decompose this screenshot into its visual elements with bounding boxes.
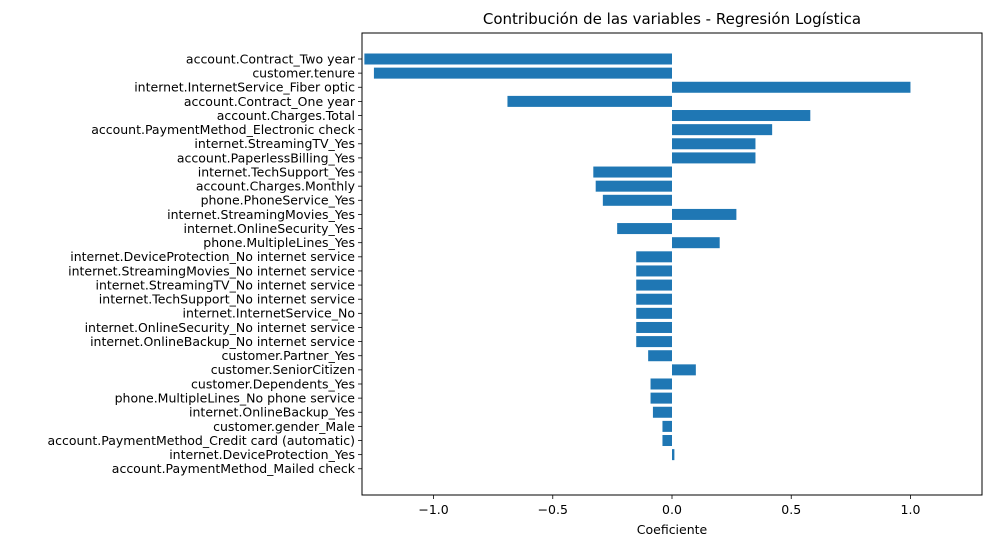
- bar-25: [652, 406, 672, 418]
- x-axis-label: Coeficiente: [637, 522, 708, 537]
- category-labels: account.Contract_Two yearcustomer.tenure…: [47, 51, 362, 476]
- bar-10: [602, 194, 672, 206]
- category-label: internet.StreamingMovies_Yes: [167, 207, 355, 222]
- bars: [364, 53, 911, 461]
- category-label: account.PaymentMethod_Electronic check: [91, 122, 356, 137]
- category-label: account.PaperlessBilling_Yes: [177, 150, 355, 165]
- category-label: phone.MultipleLines_Yes: [203, 235, 355, 250]
- bar-15: [636, 265, 672, 277]
- bar-18: [636, 307, 672, 319]
- category-label: internet.DeviceProtection_Yes: [169, 447, 355, 462]
- bar-11: [672, 208, 737, 220]
- bar-14: [636, 251, 672, 263]
- bar-27: [662, 435, 672, 447]
- plot-frame: [361, 32, 983, 496]
- bar-13: [672, 237, 720, 249]
- bar-1: [373, 67, 672, 79]
- category-label: account.PaymentMethod_Credit card (autom…: [47, 433, 355, 448]
- category-label: account.Charges.Monthly: [196, 179, 356, 194]
- x-tick-label: 0.5: [781, 502, 801, 517]
- bar-4: [672, 110, 811, 122]
- category-label: internet.StreamingMovies_No internet ser…: [68, 263, 355, 278]
- category-label: internet.TechSupport_Yes: [198, 164, 355, 179]
- category-label: internet.OnlineBackup_Yes: [189, 405, 355, 420]
- x-tick-label: −1.0: [418, 502, 448, 517]
- category-label: customer.gender_Male: [213, 419, 355, 434]
- bar-24: [650, 392, 672, 404]
- category-label: internet.InternetService_No: [183, 306, 355, 321]
- x-tick-label: −0.5: [538, 502, 568, 517]
- category-label: account.Charges.Total: [217, 108, 355, 123]
- bar-21: [648, 350, 672, 362]
- bar-9: [595, 180, 672, 192]
- category-label: customer.Dependents_Yes: [191, 376, 355, 391]
- bar-28: [672, 449, 675, 461]
- bar-12: [617, 223, 672, 235]
- bar-26: [662, 420, 672, 432]
- category-label: account.Contract_One year: [184, 94, 356, 109]
- category-label: customer.Partner_Yes: [221, 348, 355, 363]
- bar-22: [672, 364, 696, 376]
- category-label: phone.MultipleLines_No phone service: [115, 390, 356, 405]
- bar-16: [636, 279, 672, 291]
- chart-title: Contribución de las variables - Regresió…: [483, 10, 861, 28]
- bar-23: [650, 378, 672, 390]
- category-label: internet.InternetService_Fiber optic: [134, 80, 355, 95]
- bar-20: [636, 336, 672, 348]
- category-label: internet.OnlineSecurity_No internet serv…: [85, 320, 356, 335]
- category-label: internet.TechSupport_No internet service: [99, 292, 356, 307]
- bar-2: [672, 81, 911, 93]
- x-tick-label: 0.0: [662, 502, 682, 517]
- category-label: internet.StreamingTV_No internet service: [95, 277, 355, 292]
- category-label: internet.OnlineBackup_No internet servic…: [90, 334, 355, 349]
- category-label: customer.SeniorCitizen: [211, 362, 355, 377]
- category-label: internet.StreamingTV_Yes: [194, 136, 355, 151]
- category-label: customer.tenure: [252, 66, 355, 81]
- bar-3: [507, 95, 672, 107]
- category-label: internet.DeviceProtection_No internet se…: [70, 249, 355, 264]
- bar-17: [636, 293, 672, 305]
- bar-8: [593, 166, 672, 178]
- category-label: account.Contract_Two year: [186, 51, 356, 66]
- bar-19: [636, 321, 672, 333]
- category-label: internet.OnlineSecurity_Yes: [184, 221, 355, 236]
- x-axis-ticks: −1.0 −0.5 0.0 0.5 1.0: [418, 495, 920, 517]
- category-label: phone.PhoneService_Yes: [201, 193, 355, 208]
- bar-5: [672, 124, 773, 136]
- category-label: account.PaymentMethod_Mailed check: [112, 461, 356, 476]
- x-tick-label: 1.0: [901, 502, 921, 517]
- bar-0: [364, 53, 672, 65]
- bar-7: [672, 152, 756, 164]
- bar-6: [672, 138, 756, 150]
